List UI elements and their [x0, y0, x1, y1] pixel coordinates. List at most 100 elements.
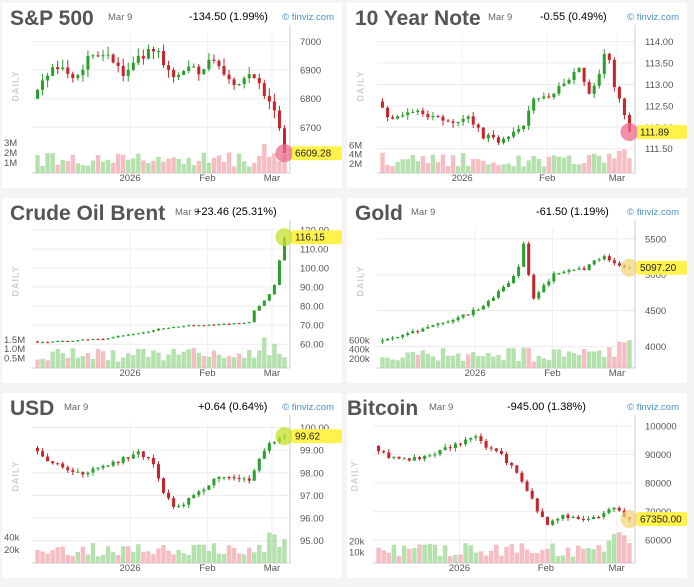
candle-body	[146, 457, 150, 459]
chart-plot: 114.00113.50113.00112.50112.00111.506M4M…	[349, 25, 687, 184]
volume-bar	[509, 544, 514, 563]
volume-bar	[481, 356, 486, 368]
price-tick-label: 100.00	[300, 264, 329, 275]
candle-body	[396, 337, 400, 339]
volume-bar	[161, 161, 166, 173]
volume-bar	[417, 544, 422, 563]
chart-panel-usd[interactable]: USD Mar 9 +0.64 (0.64%) © finviz.com DAI…	[2, 393, 342, 578]
volume-bar	[430, 154, 436, 173]
candle-body	[448, 447, 452, 449]
price-tick-label: 100000	[645, 421, 677, 432]
candle-body	[552, 273, 556, 282]
volume-bar	[465, 354, 471, 368]
candle-body	[456, 121, 460, 124]
candle-body	[411, 331, 415, 334]
candle-body	[397, 456, 401, 459]
volume-bar	[385, 164, 390, 173]
volume-tick-label: 1.0M	[4, 344, 25, 355]
candle-body	[527, 110, 531, 126]
x-tick-label: 2026	[119, 368, 140, 379]
chart-change: +0.64 (0.64%)	[198, 401, 268, 413]
volume-bar	[206, 356, 212, 368]
chart-panel-sp500[interactable]: S&P 500 Mar 9 -134.50 (1.99%) © finviz.c…	[2, 3, 342, 188]
candle-body	[111, 461, 115, 466]
candle-body	[116, 461, 120, 463]
chart-panel-bitcoin[interactable]: Bitcoin Mar 9 -945.00 (1.38%) © finviz.c…	[347, 393, 687, 578]
volume-bar	[390, 359, 395, 368]
candle-body	[522, 125, 526, 130]
volume-bar	[50, 153, 55, 173]
candle-body	[416, 331, 420, 333]
chart-panel-10-year-note[interactable]: 10 Year Note Mar 9 -0.55 (0.49%) © finvi…	[347, 3, 687, 188]
volume-bar	[460, 153, 466, 173]
candle-body	[267, 443, 271, 451]
volume-bar	[541, 358, 547, 368]
volume-bar	[391, 544, 397, 563]
volume-bar	[151, 554, 156, 563]
candle-body	[423, 455, 427, 460]
volume-bar	[627, 543, 632, 563]
volume-bar	[551, 349, 557, 368]
candle-body	[41, 342, 45, 344]
volume-bar	[597, 350, 602, 368]
volume-bar	[176, 550, 181, 563]
volume-bar	[267, 156, 272, 173]
candle-body	[381, 101, 385, 108]
volume-bar	[591, 351, 597, 368]
volume-bar	[141, 349, 146, 368]
candle-body	[197, 66, 201, 75]
chart-plot: 100.00 99.00 98.00 97.00 96.00 95.00 40k 20k 202…	[4, 415, 342, 574]
volume-bar	[65, 357, 70, 368]
volume-bar	[435, 360, 441, 368]
volume-bar	[40, 551, 45, 563]
volume-bar	[556, 156, 562, 173]
volume-bar	[241, 161, 247, 173]
volume-bar	[617, 341, 622, 368]
candle-body	[458, 443, 463, 445]
candle-body	[232, 79, 236, 86]
volume-bar	[141, 551, 146, 563]
candle-body	[111, 337, 115, 339]
candle-body	[607, 53, 611, 60]
candle-body	[592, 516, 596, 519]
candle-body	[451, 121, 455, 124]
candle-body	[151, 330, 155, 332]
candle-body	[426, 326, 430, 329]
candle-body	[469, 437, 473, 440]
x-tick-label: Feb	[199, 563, 215, 574]
candle-body	[617, 263, 621, 266]
candle-body	[401, 115, 405, 117]
candle-body	[481, 127, 485, 139]
volume-bar	[241, 554, 247, 563]
volume-bar	[581, 548, 586, 563]
candle-body	[412, 457, 416, 461]
volume-bar	[460, 360, 466, 368]
price-tick-label: 99.00	[300, 446, 324, 457]
volume-bar	[95, 155, 101, 173]
volume-bar	[110, 350, 116, 368]
volume-bar	[196, 544, 202, 563]
candle-body	[66, 67, 70, 74]
candle-body	[557, 86, 561, 94]
volume-bar	[60, 353, 65, 368]
volume-bar	[607, 347, 612, 368]
volume-bar	[561, 157, 567, 173]
volume-bar	[617, 150, 622, 173]
chart-panel-crude-oil-brent[interactable]: Crude Oil Brent Mar 9 +23.46 (25.31%) DA…	[2, 198, 342, 383]
volume-bar	[90, 160, 96, 173]
chart-panel-gold[interactable]: Gold Mar 9 -61.50 (1.19%) © finviz.com D…	[347, 198, 687, 383]
candle-body	[402, 458, 406, 460]
volume-bar	[432, 544, 438, 563]
last-price-label: 111.89	[640, 128, 670, 139]
volume-bar	[216, 553, 222, 563]
candle-body	[262, 450, 266, 459]
volume-bar	[376, 547, 381, 563]
volume-bar	[627, 340, 632, 368]
volume-bar	[486, 164, 491, 173]
volume-bar	[257, 544, 262, 563]
candle-body	[192, 66, 196, 68]
candle-body	[612, 260, 616, 264]
chart-date: Mar 9	[64, 402, 89, 413]
volume-bar	[476, 159, 481, 173]
